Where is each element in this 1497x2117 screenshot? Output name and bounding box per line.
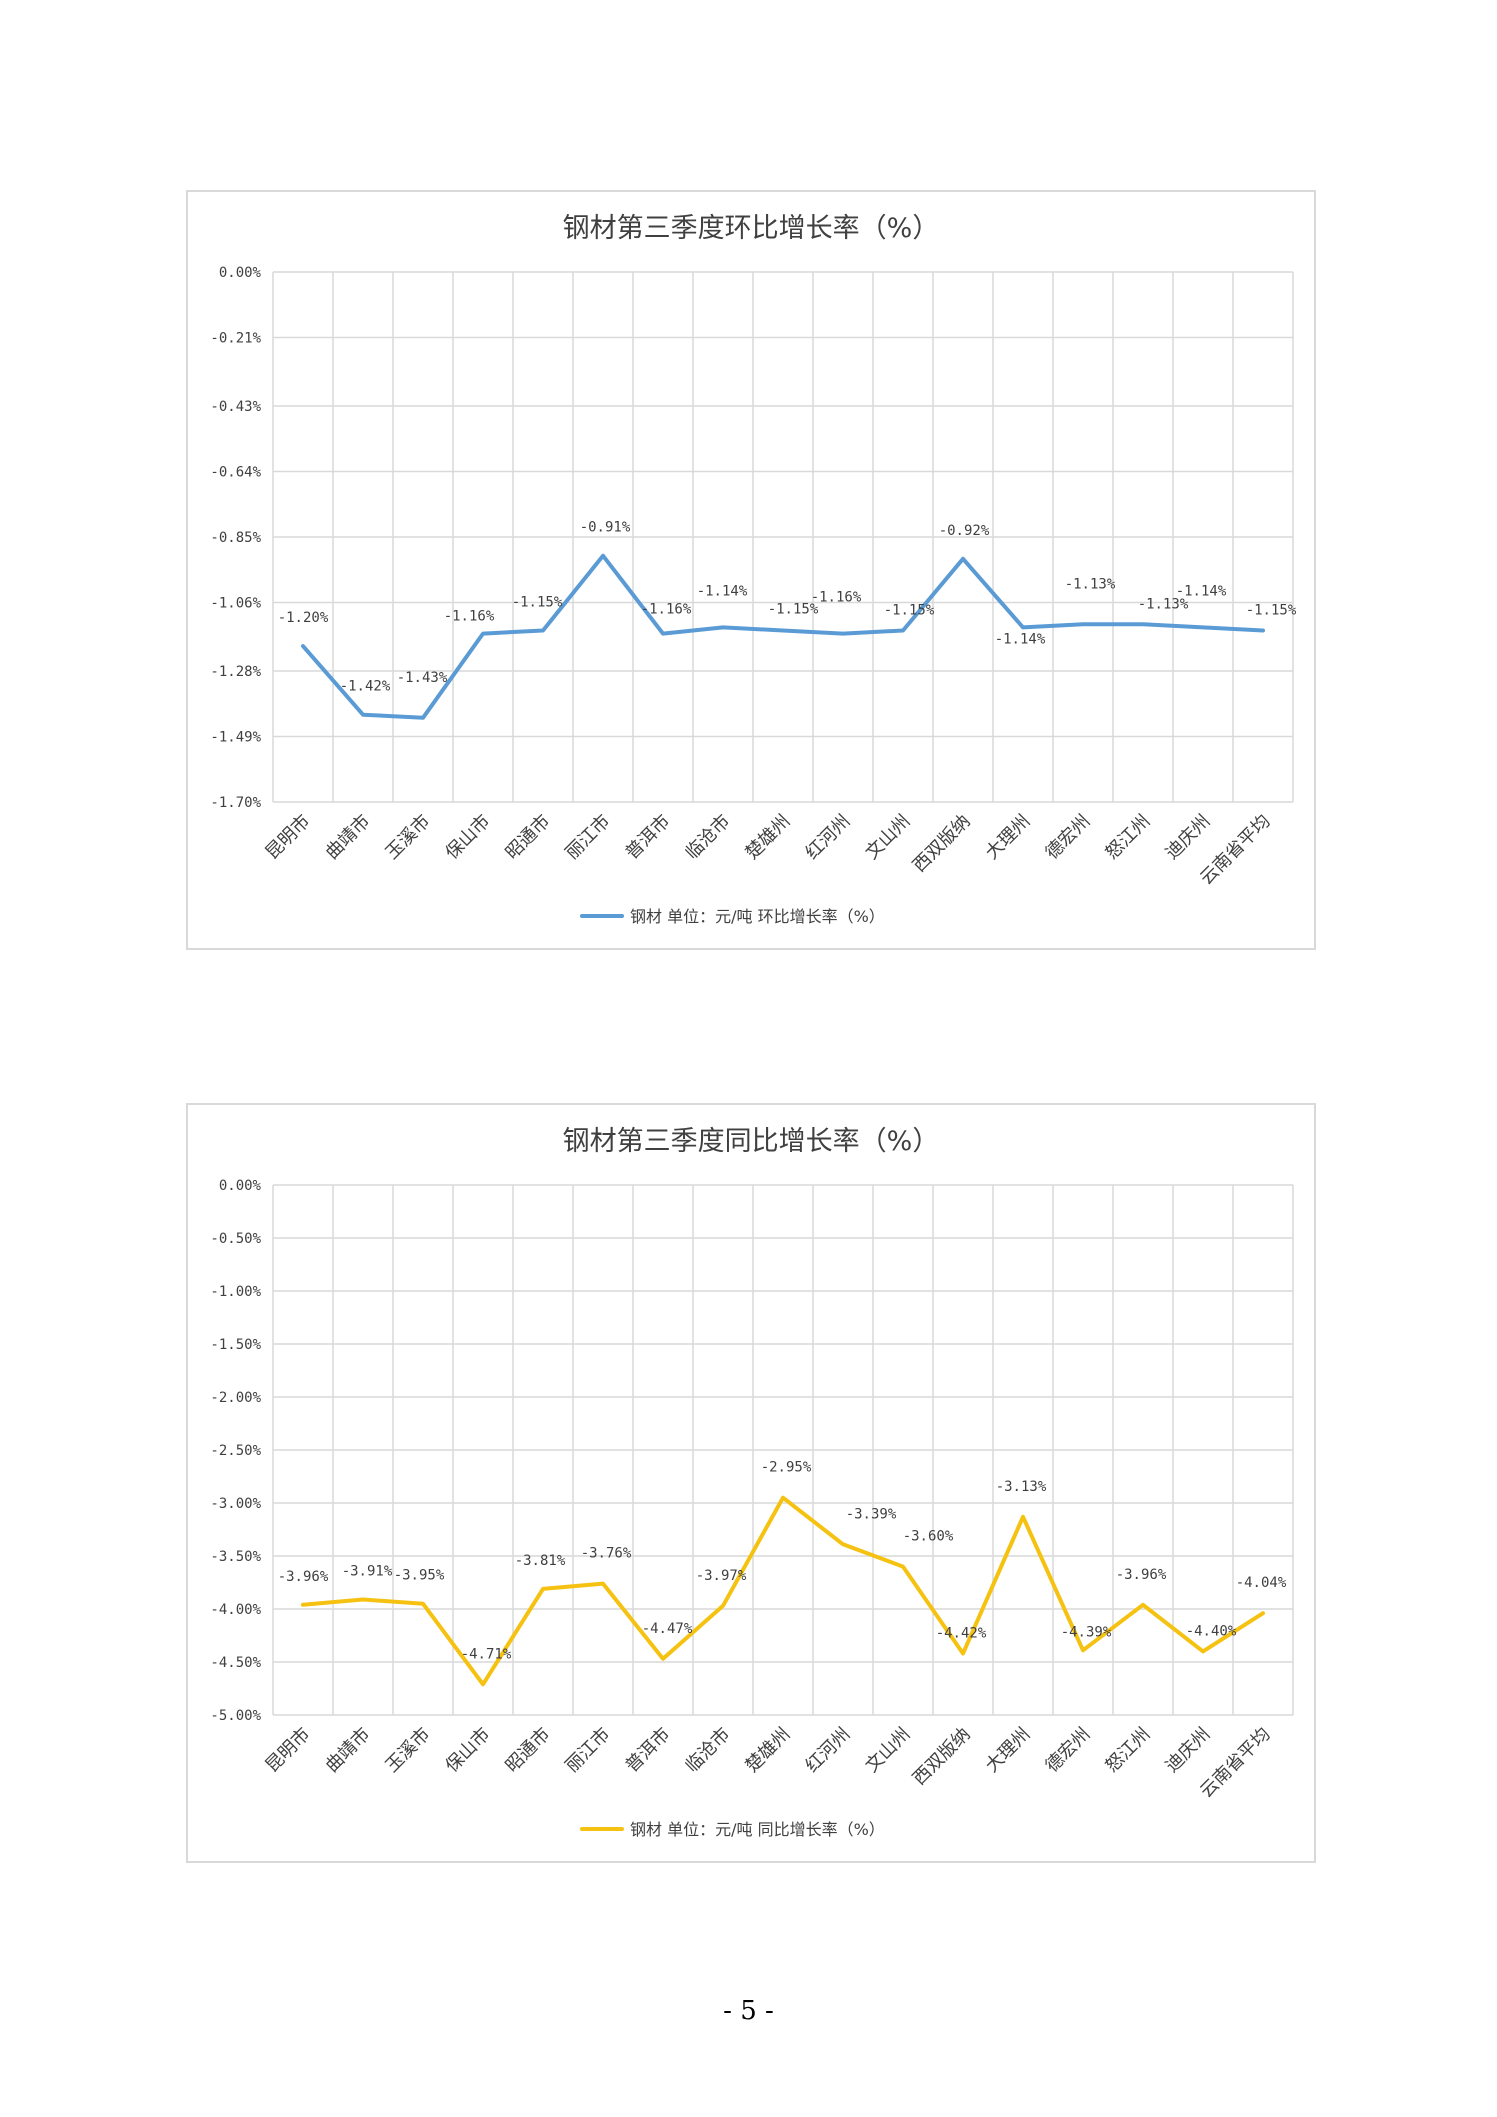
y-tick-label: 0.00% — [219, 265, 262, 281]
data-label: -1.14% — [1176, 583, 1227, 599]
y-tick-label: -1.06% — [210, 595, 261, 611]
steel-qoq-chart: 钢材第三季度环比增长率（%） 0.00% -0.21% -0.43% -0.64% -0.… — [186, 190, 1316, 950]
data-label: -3.81% — [515, 1553, 566, 1569]
x-tick-label: 丽江市 — [562, 811, 615, 864]
y-tick-label: -2.50% — [210, 1443, 261, 1459]
x-tick-label: 昆明市 — [262, 811, 315, 864]
x-tick-label: 保山市 — [442, 1724, 495, 1777]
legend-label: 钢材 单位：元/吨 同比增长率（%） — [630, 1820, 885, 1839]
chart-title: 钢材第三季度环比增长率（%） — [563, 213, 940, 244]
data-label: -4.39% — [1061, 1624, 1112, 1640]
x-tick-label: 保山市 — [442, 811, 495, 864]
data-label: -1.13% — [1138, 596, 1189, 612]
y-tick-label: -1.70% — [210, 795, 261, 811]
x-tick-label: 怒江州 — [1102, 811, 1155, 864]
x-tick-label: 楚雄州 — [742, 811, 795, 864]
x-tick-label: 西双版纳 — [909, 811, 975, 877]
data-label: -3.91% — [342, 1563, 393, 1579]
y-tick-label: -1.28% — [210, 664, 261, 680]
data-label: -3.96% — [1116, 1567, 1167, 1583]
data-label: -4.42% — [936, 1626, 987, 1642]
x-tick-label: 普洱市 — [622, 1724, 675, 1777]
data-label: -4.47% — [642, 1621, 693, 1637]
data-label: -1.14% — [697, 583, 748, 599]
x-tick-label: 迪庆州 — [1162, 811, 1215, 864]
data-label: -1.15% — [884, 603, 935, 619]
y-tick-label: -3.50% — [210, 1549, 261, 1565]
x-tick-label: 怒江州 — [1102, 1724, 1155, 1777]
data-label: -1.43% — [397, 670, 448, 686]
x-tick-label: 德宏州 — [1042, 1724, 1095, 1777]
x-tick-label: 普洱市 — [622, 811, 675, 864]
data-label: -1.42% — [340, 679, 391, 695]
data-label: -2.95% — [761, 1460, 812, 1476]
y-tick-label: -0.64% — [210, 465, 261, 481]
x-tick-label: 丽江市 — [562, 1724, 615, 1777]
steel-yoy-chart: 钢材第三季度同比增长率（%） 0.00% -0.50% -1.00% -1.50% -2.… — [186, 1103, 1316, 1863]
data-label: -3.60% — [903, 1529, 954, 1545]
x-tick-label: 昭通市 — [502, 811, 555, 864]
page-number: - 5 - — [723, 1996, 774, 2026]
legend-label: 钢材 单位：元/吨 环比增长率（%） — [630, 907, 885, 926]
y-tick-label: -0.43% — [210, 399, 261, 415]
x-tick-label: 红河州 — [802, 811, 855, 864]
data-label: -1.20% — [278, 610, 329, 626]
x-tick-label: 迪庆州 — [1162, 1724, 1215, 1777]
x-tick-label: 临沧市 — [682, 811, 735, 864]
data-label: -3.96% — [278, 1569, 329, 1585]
x-tick-label: 文山州 — [862, 811, 915, 864]
data-label: -0.91% — [580, 520, 631, 536]
y-tick-label: -5.00% — [210, 1708, 261, 1724]
data-label: -4.40% — [1186, 1623, 1237, 1639]
data-label: -3.39% — [846, 1506, 897, 1522]
y-tick-label: -2.00% — [210, 1390, 261, 1406]
data-label: -1.16% — [641, 602, 692, 618]
y-tick-label: -4.00% — [210, 1602, 261, 1618]
data-label: -1.14% — [995, 631, 1046, 647]
chart-title: 钢材第三季度同比增长率（%） — [563, 1126, 940, 1157]
y-tick-label: -1.00% — [210, 1284, 261, 1300]
x-tick-label: 曲靖市 — [322, 811, 375, 864]
x-tick-label: 玉溪市 — [382, 1724, 435, 1777]
x-tick-label: 文山州 — [862, 1724, 915, 1777]
data-label: -1.15% — [1246, 603, 1297, 619]
x-tick-label: 昆明市 — [262, 1724, 315, 1777]
data-label: -4.71% — [461, 1646, 512, 1662]
y-tick-label: 0.00% — [219, 1178, 262, 1194]
data-label: -1.16% — [444, 609, 495, 625]
data-label: -1.16% — [811, 590, 862, 606]
y-tick-label: -4.50% — [210, 1655, 261, 1671]
x-tick-label: 玉溪市 — [382, 811, 435, 864]
data-label: -0.92% — [939, 523, 990, 539]
x-tick-label: 昭通市 — [502, 1724, 555, 1777]
data-label: -1.15% — [768, 602, 819, 618]
data-label: -3.97% — [696, 1568, 747, 1584]
series-line — [301, 1495, 1265, 1687]
data-label: -3.76% — [581, 1546, 632, 1562]
y-tick-label: -1.50% — [210, 1337, 261, 1353]
data-label: -3.13% — [996, 1479, 1047, 1495]
data-label: -1.15% — [512, 595, 563, 611]
x-tick-label: 大理州 — [982, 1724, 1035, 1777]
x-tick-label: 大理州 — [982, 811, 1035, 864]
x-tick-label: 红河州 — [802, 1724, 855, 1777]
y-tick-label: -3.00% — [210, 1496, 261, 1512]
steel-yoy-chart-svg: 钢材第三季度同比增长率（%） 0.00% -0.50% -1.00% -1.50% -2.… — [210, 1126, 1294, 1839]
data-label: -1.13% — [1065, 576, 1116, 592]
y-tick-label: -0.21% — [210, 330, 261, 346]
data-label: -3.95% — [394, 1568, 445, 1584]
y-tick-label: -1.49% — [210, 730, 261, 746]
y-tick-label: -0.50% — [210, 1231, 261, 1247]
data-label: -4.04% — [1236, 1575, 1287, 1591]
x-tick-label: 楚雄州 — [742, 1724, 795, 1777]
x-tick-label: 德宏州 — [1042, 811, 1095, 864]
y-tick-label: -0.85% — [210, 530, 261, 546]
steel-qoq-chart-svg: 钢材第三季度环比增长率（%） 0.00% -0.21% -0.43% -0.64% -0.… — [210, 213, 1297, 926]
x-tick-label: 临沧市 — [682, 1724, 735, 1777]
x-tick-label: 曲靖市 — [322, 1724, 375, 1777]
x-tick-label: 西双版纳 — [909, 1724, 975, 1790]
series-line — [301, 553, 1265, 720]
